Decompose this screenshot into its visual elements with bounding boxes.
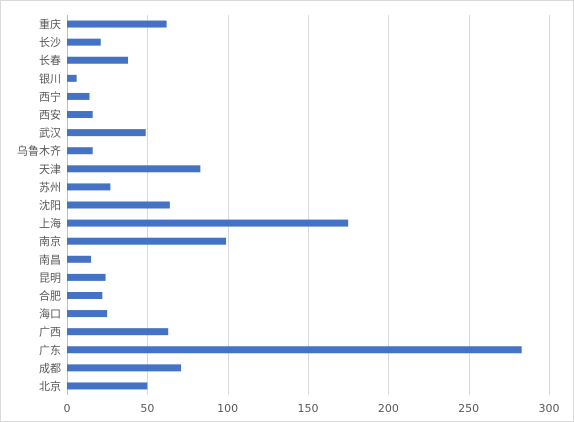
x-tick-label: 200 [378, 402, 399, 415]
category-label: 南昌 [39, 253, 61, 266]
category-label: 长春 [39, 54, 61, 67]
bar-4 [67, 92, 90, 100]
x-tick-label: 0 [64, 402, 71, 415]
category-label: 天津 [39, 163, 61, 176]
x-tick-label: 250 [458, 402, 479, 415]
category-label: 长沙 [39, 36, 61, 49]
bar-1 [67, 38, 101, 46]
category-label: 广西 [39, 326, 61, 339]
bar-10 [67, 201, 170, 209]
bar-9 [67, 183, 111, 191]
x-tick-label: 50 [140, 402, 154, 415]
category-label: 重庆 [39, 17, 61, 31]
bar-layer [67, 20, 522, 390]
bar-12 [67, 237, 227, 245]
category-label: 北京 [39, 379, 61, 393]
bar-16 [67, 310, 108, 318]
x-tick-label: 150 [298, 402, 319, 415]
bar-2 [67, 56, 129, 64]
bar-13 [67, 255, 92, 263]
category-label: 合肥 [39, 288, 61, 302]
category-label: 西宁 [39, 89, 61, 103]
category-label: 南京 [39, 234, 61, 248]
bar-18 [67, 346, 522, 354]
category-label: 成都 [39, 362, 61, 375]
category-label: 银川 [39, 71, 61, 85]
category-label: 武汉 [39, 127, 61, 140]
bar-8 [67, 165, 201, 173]
bar-11 [67, 219, 349, 227]
bar-15 [67, 291, 103, 299]
bar-7 [67, 147, 93, 155]
x-tick-label: 100 [217, 402, 238, 415]
bar-3 [67, 74, 77, 82]
category-label: 西安 [39, 108, 61, 122]
bar-0 [67, 20, 167, 28]
category-label: 海口 [39, 307, 61, 321]
category-label: 广东 [39, 344, 61, 357]
category-label: 上海 [39, 216, 61, 230]
bar-5 [67, 111, 93, 119]
bar-6 [67, 129, 146, 137]
category-label: 沈阳 [39, 198, 61, 212]
bar-19 [67, 364, 182, 372]
category-labels: 重庆长沙长春银川西宁西安武汉乌鲁木齐天津苏州沈阳上海南京南昌昆明合肥海口广西广东… [17, 17, 61, 393]
bar-17 [67, 328, 169, 336]
category-label: 昆明 [39, 271, 61, 284]
category-label: 乌鲁木齐 [17, 144, 61, 158]
x-tick-label: 300 [539, 402, 560, 415]
category-label: 苏州 [39, 181, 61, 194]
x-tick-labels: 0 50 100 150 200 250 300 [64, 402, 560, 415]
bar-20 [67, 382, 148, 390]
bar-14 [67, 273, 106, 281]
